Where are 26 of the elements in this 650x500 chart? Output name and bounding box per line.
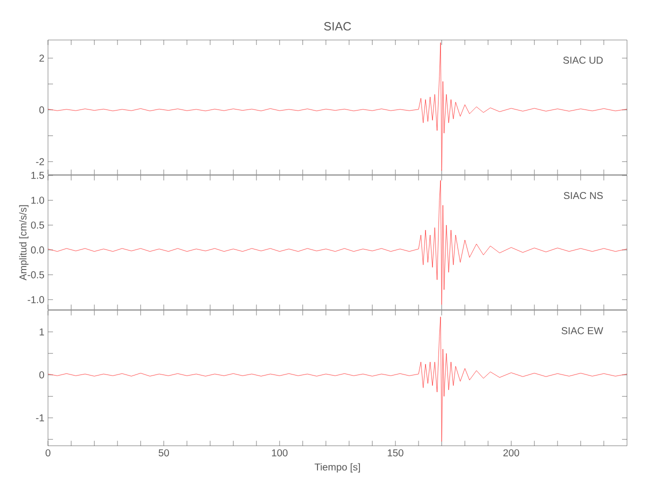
y-tick-label: 1 (40, 328, 44, 336)
y-tick-label: 0.0 (31, 246, 44, 254)
x-tick-label: 50 (158, 449, 169, 456)
x-tick-label: 200 (503, 449, 520, 456)
y-tick-label: 2 (39, 54, 44, 62)
y-tick-label: -2 (36, 158, 44, 166)
x-tick-label: 0 (46, 449, 50, 456)
x-tick-label: 100 (272, 449, 288, 456)
y-tick-label: -1.0 (28, 296, 44, 304)
annotation: SIAC UD (563, 56, 603, 64)
y-tick-label: -0.5 (28, 271, 44, 278)
x-axis-title: Tiempo [s] (314, 463, 360, 472)
y-tick-label: 1.5 (31, 172, 44, 179)
y-tick-label: 0.5 (31, 222, 44, 229)
y-tick-label: -1 (36, 414, 44, 422)
y-axis-title: Amplitud [cm/s/s] (19, 205, 28, 280)
line-series (48, 316, 628, 442)
annotation: SIAC EW (562, 327, 604, 334)
chart-title: SIAC (324, 22, 351, 30)
y-tick-label: 0 (39, 371, 44, 378)
annotation: SIAC NS (564, 192, 603, 200)
y-tick-label: 1.0 (31, 196, 44, 204)
line-series (48, 180, 628, 305)
x-tick-label: 150 (388, 449, 404, 456)
y-tick-label: 0 (39, 106, 44, 114)
line-series (48, 42, 628, 171)
